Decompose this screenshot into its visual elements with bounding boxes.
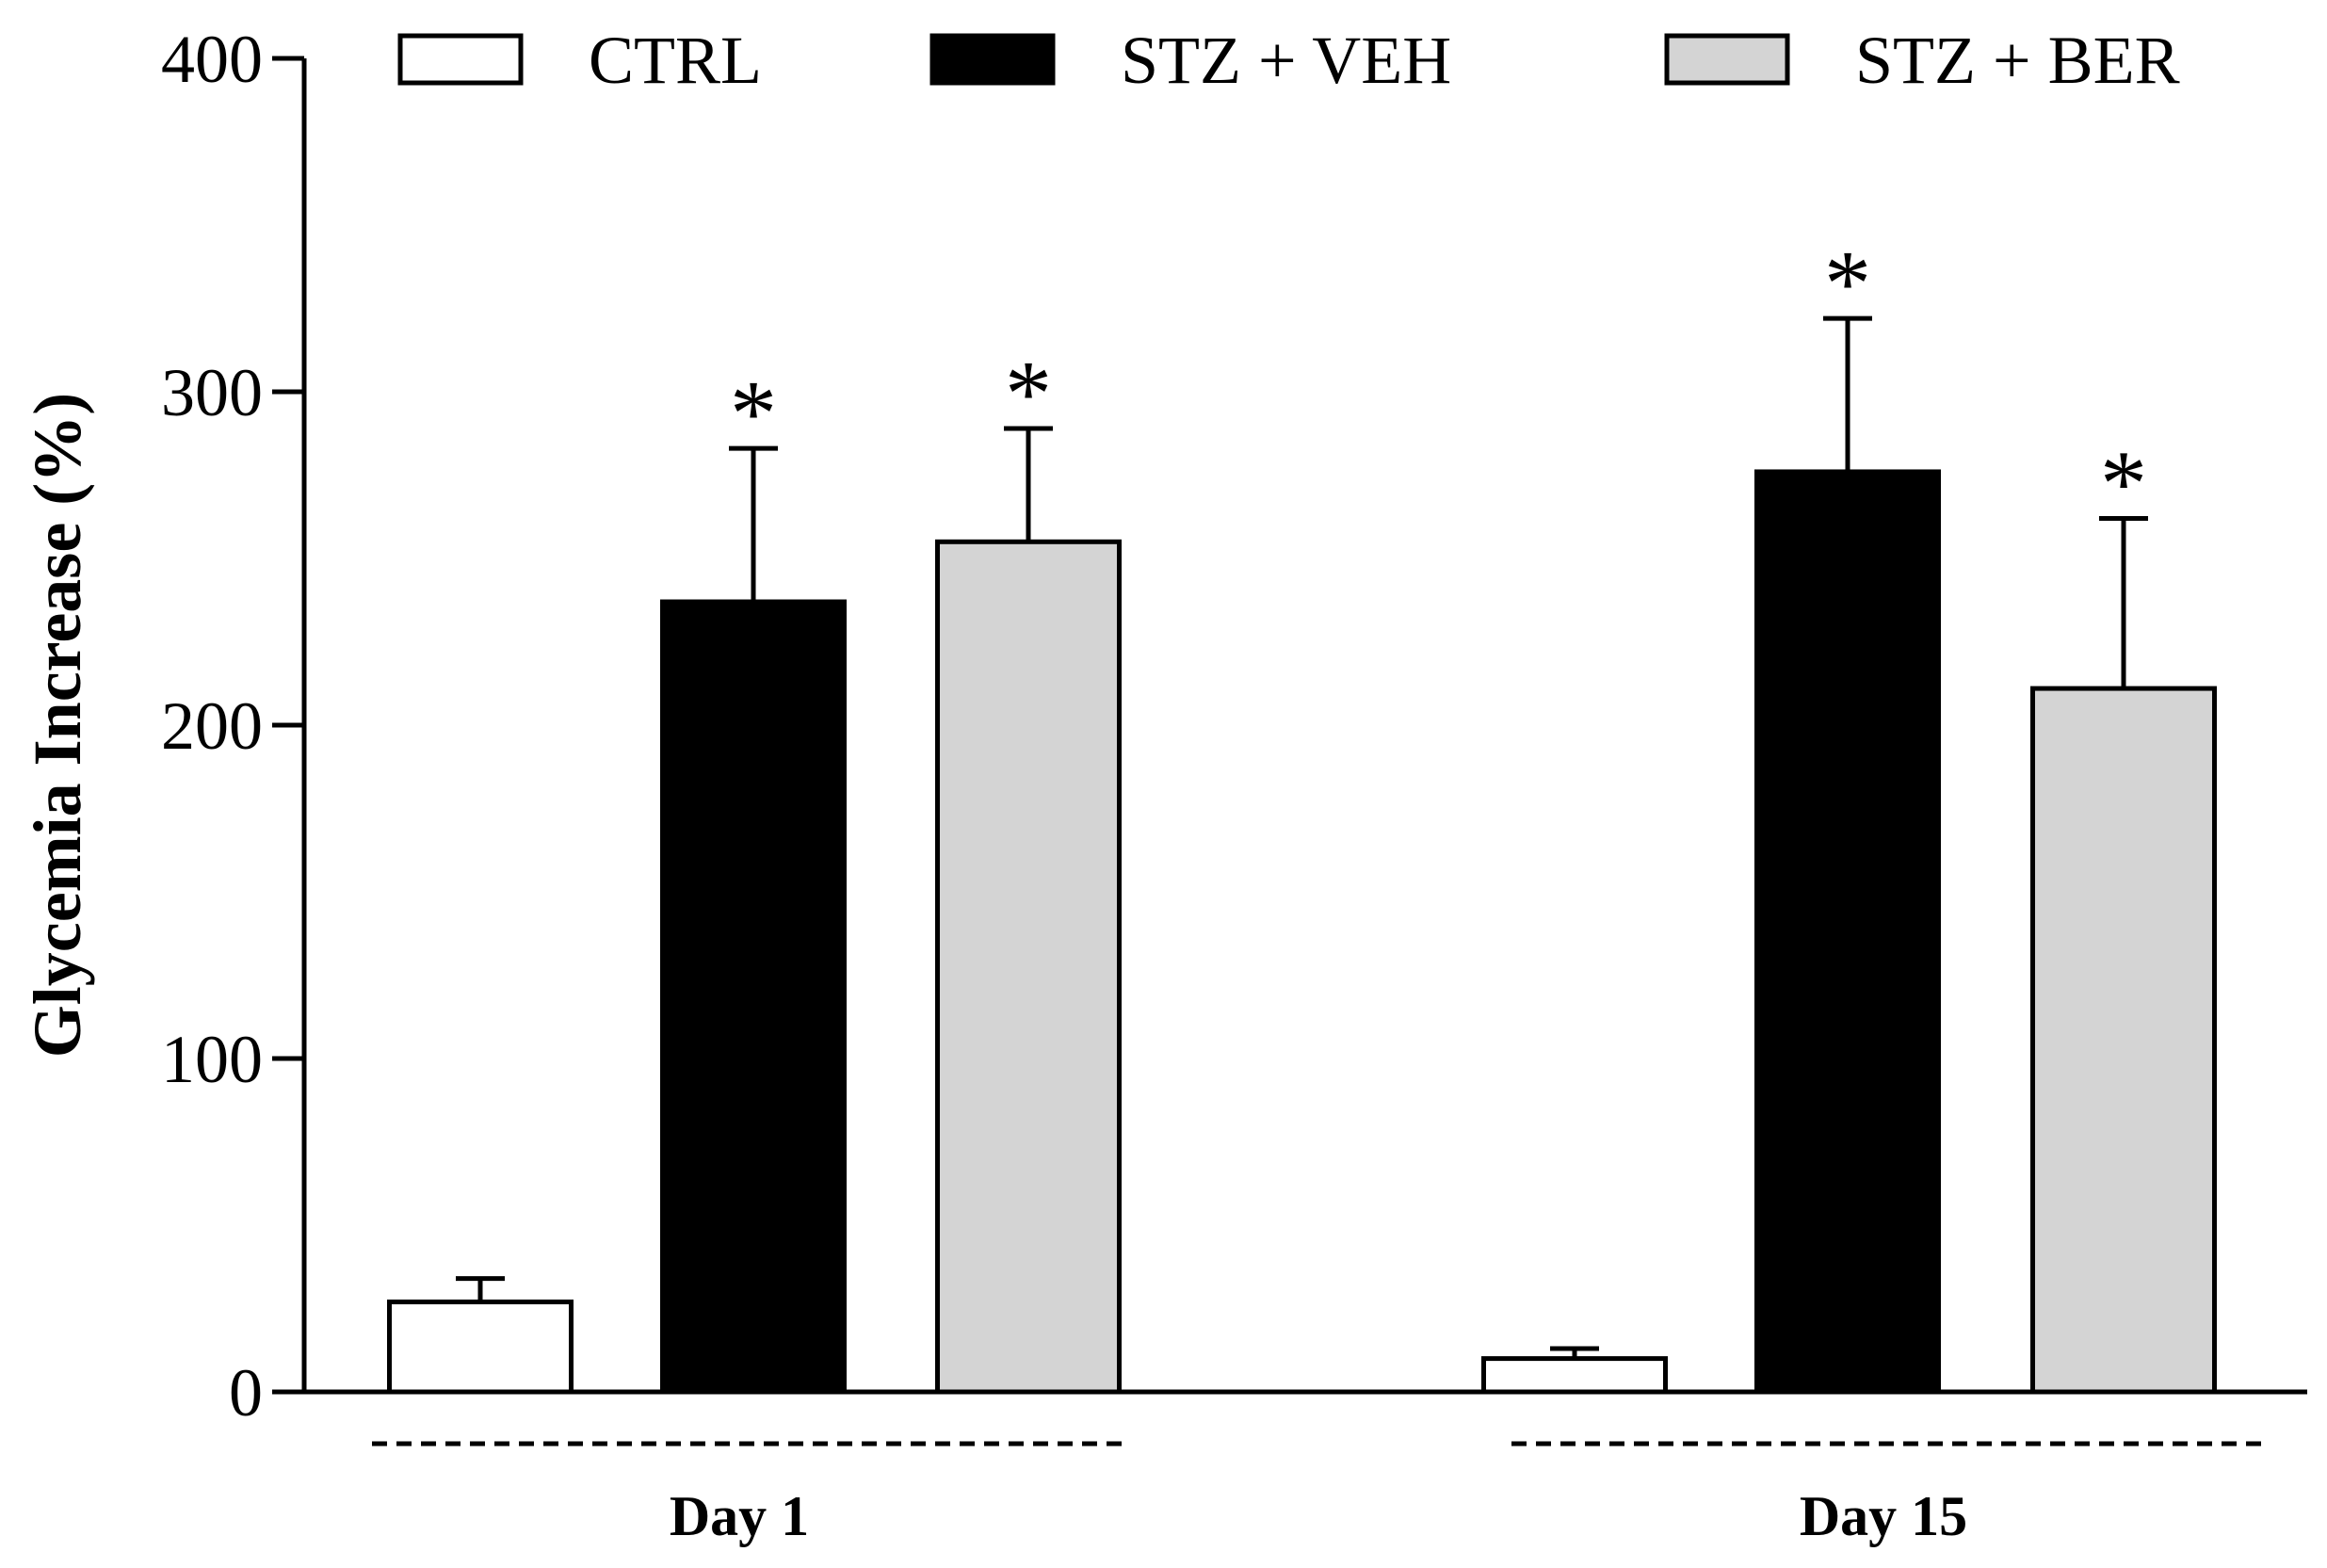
bar (387, 1299, 574, 1395)
bar (2030, 686, 2217, 1395)
x-category-label: Day 15 (1800, 1485, 1967, 1547)
legend: CTRL STZ + VEH STZ + BER (397, 23, 2180, 98)
y-tick-label: 100 (161, 1022, 263, 1097)
y-tick-label: 200 (161, 688, 263, 764)
x-category-label: Day 1 (670, 1485, 809, 1547)
legend-swatch (1664, 33, 1790, 86)
y-tick-label: 400 (161, 22, 263, 97)
bar (660, 599, 847, 1395)
significance-asterisk: * (730, 361, 777, 465)
bars: * * * * (387, 231, 2217, 1395)
bar (1754, 469, 1941, 1395)
axes: 0 100 200 300 400 Day 1 Day 15 (161, 22, 2307, 1547)
significance-asterisk: * (1824, 231, 1871, 335)
legend-swatch (397, 33, 524, 86)
significance-asterisk: * (2100, 431, 2147, 536)
bar (935, 539, 1122, 1395)
y-tick-label: 0 (229, 1355, 263, 1431)
legend-label: STZ + BER (1855, 23, 2180, 98)
bar (1481, 1356, 1668, 1395)
y-axis-label: Glycemia Increase (%) (20, 393, 95, 1058)
significance-asterisk: * (1005, 341, 1052, 445)
legend-label: CTRL (589, 23, 762, 98)
legend-swatch (929, 33, 1056, 86)
legend-label: STZ + VEH (1121, 23, 1451, 98)
y-tick-label: 300 (161, 355, 263, 430)
